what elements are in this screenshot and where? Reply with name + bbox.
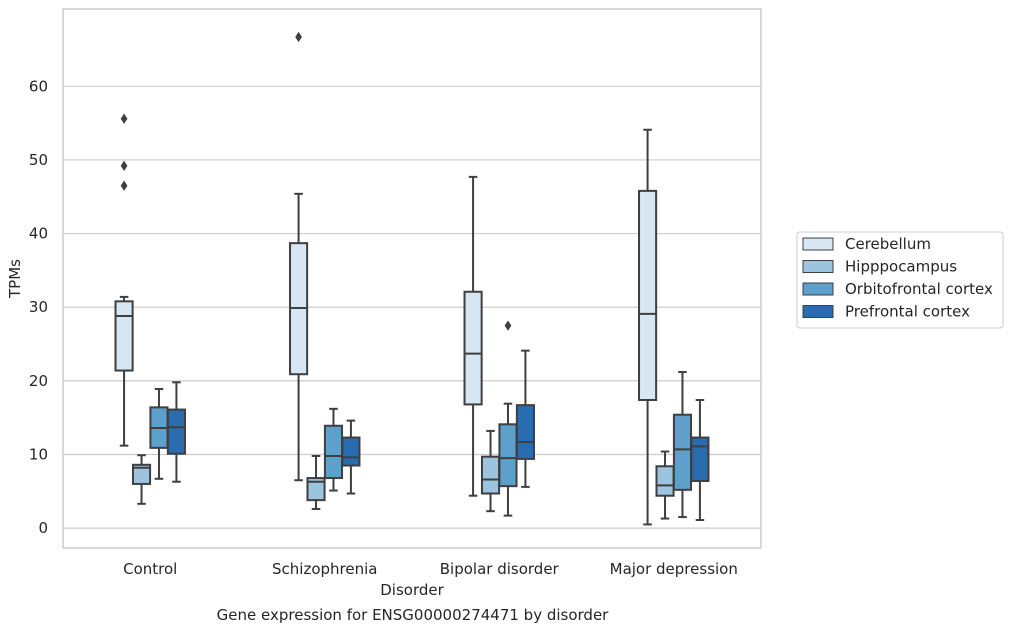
box-orbitofrontal-cortex: [498, 320, 518, 517]
y-tick-label: 20: [29, 372, 48, 390]
iqr-box: [341, 436, 361, 467]
box-hipppocampus: [480, 429, 501, 513]
legend-label: Cerebellum: [845, 235, 931, 253]
outlier-point: [295, 31, 302, 43]
legend-swatch: [802, 260, 834, 273]
x-tick-label: Bipolar disorder: [440, 560, 560, 578]
outlier-point: [120, 160, 128, 172]
y-tick-label: 0: [38, 519, 48, 537]
legend-swatch: [802, 282, 834, 296]
box-cerebellum: [463, 175, 483, 497]
outlier-point: [120, 113, 128, 124]
iqr-box: [306, 477, 326, 502]
x-tick-label: Schizophrenia: [272, 560, 377, 578]
iqr-box: [655, 465, 675, 497]
iqr-box: [323, 424, 344, 480]
y-tick-label: 10: [29, 445, 48, 463]
legend-label: Prefrontal cortex: [845, 303, 970, 321]
iqr-box: [131, 463, 152, 485]
legend-frame: [796, 231, 1004, 329]
box-hipppocampus: [306, 454, 326, 510]
box-cerebellum: [114, 113, 134, 447]
box-prefrontal-cortex: [515, 349, 535, 488]
outlier-point: [504, 320, 512, 331]
iqr-box: [480, 455, 501, 495]
box-orbitofrontal-cortex: [149, 387, 169, 480]
iqr-box: [498, 423, 518, 488]
iqr-box: [463, 290, 483, 406]
box-hipppocampus: [131, 454, 152, 505]
iqr-box: [166, 408, 186, 455]
box-cerebellum: [289, 31, 309, 482]
outlier-point: [120, 180, 128, 191]
box-hipppocampus: [655, 450, 675, 520]
chart-caption: Gene expression for ENSG00000274471 by d…: [216, 606, 609, 624]
plot-frame: [62, 8, 762, 549]
x-tick-label: Major depression: [610, 560, 738, 578]
legend-swatch: [802, 305, 834, 318]
y-tick-label: 40: [29, 225, 48, 243]
box-cerebellum: [638, 128, 658, 526]
iqr-box: [672, 413, 693, 491]
box-prefrontal-cortex: [690, 398, 710, 522]
y-tick-label: 50: [29, 151, 48, 169]
legend-label: Orbitofrontal cortex: [845, 280, 993, 298]
iqr-box: [638, 189, 658, 401]
box-orbitofrontal-cortex: [672, 371, 693, 519]
iqr-box: [515, 404, 535, 460]
y-axis-label: TPMs: [6, 259, 24, 299]
legend: Cerebellum Hipppocampus Orbitofrontal cort…: [796, 231, 1004, 329]
y-tick-label: 60: [29, 77, 48, 95]
x-tick-label: Control: [123, 560, 177, 578]
boxes: [114, 31, 710, 526]
y-tick-label: 30: [29, 298, 48, 316]
legend-label: Hipppocampus: [845, 258, 957, 276]
y-tick-labels: 0 10 20 30 40 50 60: [29, 77, 48, 537]
legend-swatch: [802, 237, 834, 251]
iqr-box: [690, 436, 710, 482]
box-prefrontal-cortex: [166, 381, 186, 483]
box-orbitofrontal-cortex: [323, 407, 344, 492]
x-tick-labels: Control Schizophrenia Bipolar disorder Majo…: [123, 560, 738, 578]
iqr-box: [114, 300, 134, 372]
box-prefrontal-cortex: [341, 419, 361, 495]
x-axis-label: Disorder: [380, 581, 444, 599]
